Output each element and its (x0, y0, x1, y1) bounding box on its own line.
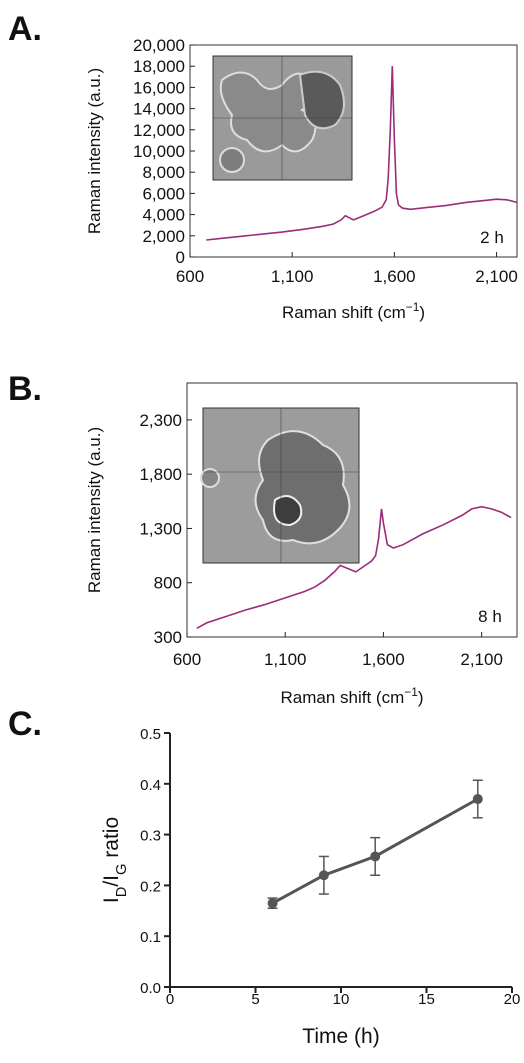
y-tick-label: 1,800 (139, 465, 182, 484)
y-tick-label: 2,300 (139, 411, 182, 430)
x-tick-label: 5 (251, 991, 259, 1008)
panel-label: A. (8, 10, 42, 48)
label-part: ) (419, 303, 425, 322)
label-part: G (114, 864, 130, 875)
data-point (267, 898, 278, 909)
x-tick-label: 1,600 (373, 267, 416, 286)
label-part: ratio (100, 817, 123, 864)
data-point (370, 851, 381, 862)
y-tick-label: 6,000 (142, 184, 185, 203)
x-tick-label: 0 (166, 991, 174, 1008)
y-tick-label: 10,000 (133, 142, 185, 161)
x-tick-label: 20 (504, 991, 521, 1008)
inset-image-a (212, 55, 353, 181)
label-part: Raman shift (cm (281, 688, 405, 707)
y-tick-label: 1,300 (139, 519, 182, 538)
annotation: 8 h (478, 607, 502, 626)
y-tick-label: 800 (154, 574, 182, 593)
label-part: −1 (404, 685, 418, 699)
spectrum-line (206, 66, 518, 241)
y-tick-label: 2,000 (142, 227, 185, 246)
plot-frame (186, 382, 518, 638)
y-tick-label: 0.5 (140, 726, 161, 743)
inset-image-b (200, 407, 360, 564)
y-tick-label: 20,000 (133, 36, 185, 55)
x-tick-label: 1,100 (264, 650, 307, 669)
label-part: /I (100, 875, 123, 887)
label-part: −1 (406, 300, 420, 314)
y-axis-label: ID/IG ratio (100, 817, 130, 903)
x-axis-label: Time (h) (302, 1025, 379, 1048)
y-tick-label: 0 (176, 248, 185, 267)
x-tick-label: 2,100 (475, 267, 518, 286)
x-tick-label: 15 (418, 991, 435, 1008)
y-tick-label: 0.0 (140, 980, 161, 997)
panel-label: B. (8, 370, 42, 408)
y-tick-label: 0.4 (140, 777, 161, 794)
label-part: D (114, 887, 130, 898)
y-tick-label: 14,000 (133, 100, 185, 119)
y-tick-label: 300 (154, 628, 182, 647)
spectrum-line (196, 505, 512, 630)
y-tick-label: 12,000 (133, 121, 185, 140)
y-tick-label: 0.1 (140, 929, 161, 946)
label-part: ) (418, 688, 424, 707)
y-tick-label: 4,000 (142, 206, 185, 225)
x-tick-label: 1,100 (271, 267, 314, 286)
data-point (318, 870, 329, 881)
trend-line (271, 797, 479, 905)
label-part: Raman shift (cm (282, 303, 406, 322)
data-point (472, 794, 483, 805)
y-tick-label: 8,000 (142, 163, 185, 182)
x-axis-label: Raman shift (cm−1) (281, 685, 424, 707)
panel-label: C. (8, 705, 42, 743)
x-tick-label: 2,100 (460, 650, 503, 669)
y-tick-label: 16,000 (133, 78, 185, 97)
x-tick-label: 10 (333, 991, 350, 1008)
y-tick-label: 0.3 (140, 828, 161, 845)
x-tick-label: 600 (173, 650, 201, 669)
x-axis-label: Raman shift (cm−1) (282, 300, 425, 322)
y-tick-label: 18,000 (133, 57, 185, 76)
x-tick-label: 1,600 (362, 650, 405, 669)
annotation: 2 h (480, 228, 504, 247)
x-tick-label: 600 (176, 267, 204, 286)
y-axis-label: Raman intensity (a.u.) (85, 427, 104, 593)
y-tick-label: 0.2 (140, 878, 161, 895)
label-part: I (100, 897, 123, 903)
y-axis-label: Raman intensity (a.u.) (85, 68, 104, 234)
